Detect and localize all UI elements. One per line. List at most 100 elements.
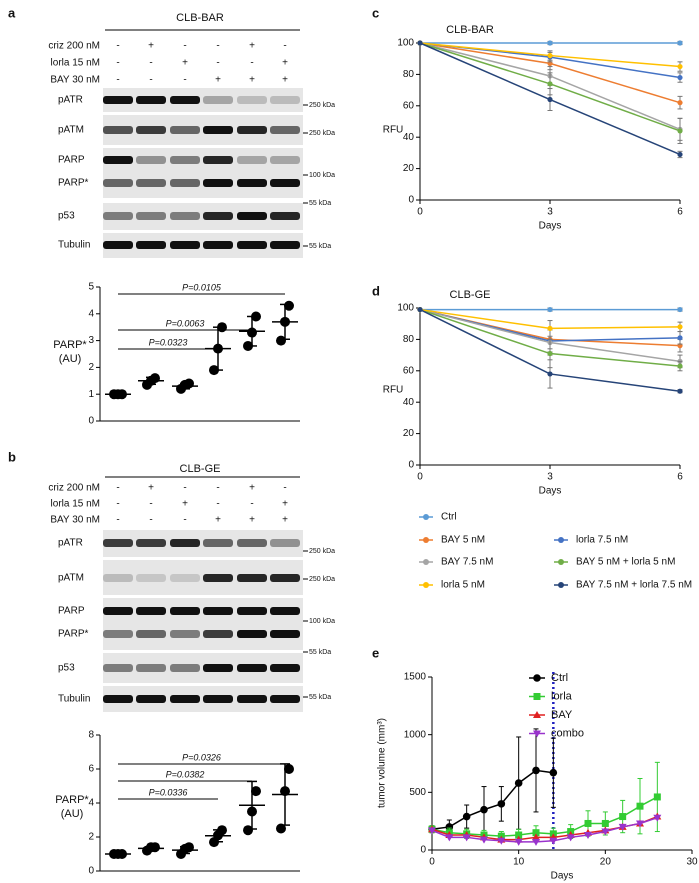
y-tick-label: 0 — [408, 195, 414, 206]
legend-marker — [558, 537, 564, 543]
point — [514, 779, 523, 787]
x-tick-label: 10 — [513, 857, 525, 868]
legend-label: lorla — [551, 690, 573, 702]
point — [462, 812, 471, 821]
band — [170, 212, 200, 220]
kda-marker: 250 kDa — [309, 130, 335, 137]
y-tick-label: 4 — [88, 798, 94, 809]
band — [203, 212, 233, 220]
point — [417, 40, 423, 46]
band — [203, 179, 233, 187]
condition-sign: + — [249, 483, 255, 494]
condition-sign: - — [116, 499, 119, 510]
condition-label: BAY 30 nM — [50, 515, 100, 526]
band-label: PARP — [58, 606, 85, 617]
point — [532, 833, 540, 841]
y-tick-label: 20 — [403, 428, 415, 439]
point — [532, 838, 540, 846]
panel-label: c — [372, 5, 379, 20]
y-tick-label: 0 — [88, 866, 94, 877]
panel-label: d — [372, 283, 380, 298]
point — [677, 335, 683, 341]
band-label: PARP* — [58, 629, 88, 640]
y-tick-label: 1500 — [404, 672, 427, 683]
legend-marker — [533, 674, 541, 682]
point — [515, 831, 523, 839]
condition-sign: - — [183, 75, 186, 86]
point — [276, 335, 286, 346]
band-label: Tubulin — [58, 694, 90, 705]
legend-label: Ctrl — [441, 512, 457, 523]
band — [103, 574, 133, 582]
point — [532, 829, 540, 837]
y-tick-label: 80 — [403, 69, 415, 80]
point — [480, 805, 488, 814]
band — [103, 607, 133, 615]
point — [251, 786, 261, 797]
point — [547, 306, 553, 313]
condition-sign: - — [116, 41, 119, 52]
chart-title: CLB-GE — [450, 289, 491, 301]
x-axis-label: Days — [539, 486, 562, 497]
y-tick-label: 5 — [88, 282, 94, 293]
y-tick-label: 20 — [403, 163, 415, 174]
band-label: pATR — [58, 95, 83, 106]
band — [203, 607, 233, 615]
x-tick-label: 20 — [600, 857, 612, 868]
point — [276, 823, 286, 834]
legend-marker — [423, 514, 429, 520]
point — [547, 350, 553, 357]
panel-label: b — [8, 449, 16, 464]
band — [103, 630, 133, 638]
legend-label: BAY 5 nM + lorla 5 nM — [576, 557, 675, 568]
x-axis-label: Days — [539, 221, 562, 232]
point — [601, 819, 609, 827]
condition-sign: - — [149, 515, 152, 526]
condition-sign: + — [282, 515, 288, 526]
band — [270, 179, 300, 187]
condition-sign: + — [148, 41, 154, 52]
legend-label: BAY 7.5 nM — [441, 557, 493, 568]
condition-sign: + — [249, 515, 255, 526]
legend-marker — [533, 730, 541, 738]
condition-sign: - — [149, 75, 152, 86]
band — [170, 156, 200, 164]
band — [103, 126, 133, 134]
point — [677, 363, 683, 369]
x-tick-label: 6 — [677, 207, 683, 218]
panel-label: e — [372, 645, 379, 660]
y-tick-label: 1 — [88, 389, 94, 400]
band — [270, 695, 300, 703]
y-axis-label: (AU) — [59, 353, 82, 365]
point — [284, 764, 294, 774]
band — [237, 96, 267, 104]
band — [136, 574, 166, 582]
point — [417, 306, 423, 313]
band — [270, 630, 300, 638]
band — [103, 664, 133, 672]
point — [601, 828, 610, 836]
band — [203, 664, 233, 672]
legend-marker — [423, 582, 429, 588]
y-tick-label: 500 — [409, 787, 426, 798]
point — [547, 371, 553, 377]
y-tick-label: 60 — [403, 100, 415, 111]
band — [237, 664, 267, 672]
band — [237, 126, 267, 134]
band — [270, 664, 300, 672]
condition-label: lorla 15 nM — [51, 58, 100, 69]
band — [237, 212, 267, 220]
band-label: pATM — [58, 125, 84, 136]
band — [270, 156, 300, 164]
point — [653, 814, 662, 822]
band — [270, 241, 300, 249]
y-tick-label: 80 — [403, 334, 415, 345]
band — [237, 630, 267, 638]
x-tick-label: 0 — [417, 472, 423, 483]
p-value: P=0.0336 — [149, 787, 188, 797]
legend-marker — [558, 559, 564, 565]
legend-label: combo — [551, 727, 584, 739]
point — [677, 63, 683, 70]
condition-sign: + — [215, 75, 221, 86]
